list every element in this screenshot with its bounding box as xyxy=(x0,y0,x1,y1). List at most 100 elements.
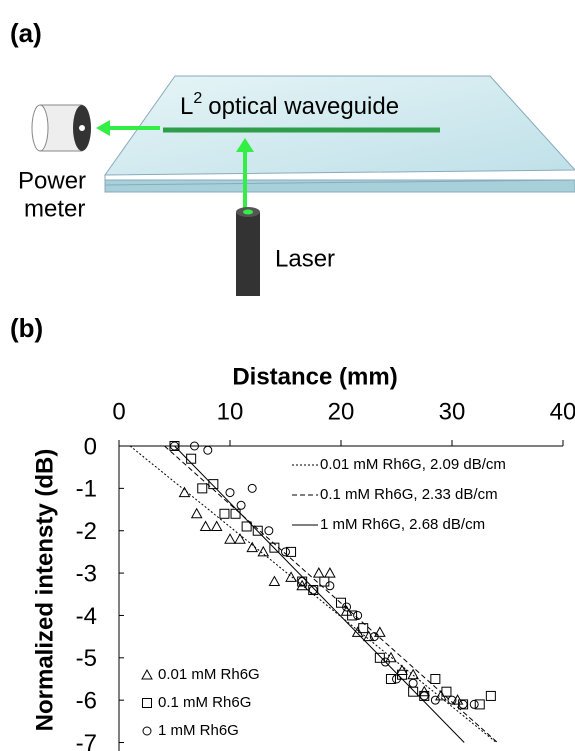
square-point xyxy=(241,521,252,532)
triangle-point xyxy=(362,630,375,642)
fit-line xyxy=(174,445,465,743)
y-tick-label: -6 xyxy=(76,688,97,715)
fit-line xyxy=(164,445,498,743)
circle-point xyxy=(419,691,429,701)
detector-label: meter xyxy=(24,195,85,222)
fit-line xyxy=(129,445,497,743)
laser xyxy=(236,212,260,296)
circle-point xyxy=(325,581,335,591)
circle-point xyxy=(392,674,401,684)
square-point xyxy=(219,508,230,519)
legend-label: 1 mM Rh6G xyxy=(158,722,239,739)
square-point xyxy=(286,546,297,557)
legend-label: 0.01 mM Rh6G xyxy=(158,666,260,683)
triangle-point xyxy=(210,520,223,531)
triangle-point xyxy=(268,575,281,587)
triangle-point xyxy=(199,520,212,531)
x-tick-label: 30 xyxy=(439,398,466,425)
square-point xyxy=(197,483,208,494)
triangle-point xyxy=(190,507,203,519)
slab-side xyxy=(104,179,575,193)
square-point xyxy=(441,686,452,697)
circle-point xyxy=(247,483,257,493)
y-tick-label: 0 xyxy=(84,433,97,460)
x-tick-label: 40 xyxy=(550,398,575,425)
triangle-point xyxy=(385,651,397,663)
power-meter-back xyxy=(31,104,49,152)
x-axis-title: Distance (mm) xyxy=(232,363,397,390)
circle-point xyxy=(236,500,246,510)
circle-point xyxy=(447,695,457,705)
square-point xyxy=(385,673,396,684)
square-point xyxy=(319,576,330,587)
triangle-point xyxy=(224,533,236,544)
circle-point xyxy=(308,585,318,595)
panel-label: (a) xyxy=(10,18,42,48)
legend-label: 0.01 mM Rh6G, 2.09 dB/cm xyxy=(320,456,506,473)
circle-point xyxy=(225,488,235,498)
triangle-point xyxy=(312,567,325,578)
square-point xyxy=(208,479,219,490)
circle-point xyxy=(408,678,418,688)
legend-marker xyxy=(142,726,152,736)
legend-marker xyxy=(141,668,153,680)
circle-point xyxy=(264,526,274,536)
label-sup: 2 xyxy=(193,90,202,107)
laser-aperture xyxy=(243,209,253,215)
square-point xyxy=(252,525,263,536)
y-tick-label: -3 xyxy=(76,560,97,587)
arrow-head xyxy=(96,120,110,136)
triangle-point xyxy=(374,626,386,637)
legend-marker xyxy=(142,698,152,708)
circle-point xyxy=(203,445,213,455)
circle-point xyxy=(170,441,179,451)
plot-area xyxy=(129,441,498,743)
square-point xyxy=(485,690,496,701)
triangle-point xyxy=(178,486,191,498)
y-tick-label: -4 xyxy=(76,603,97,630)
triangle-point xyxy=(285,571,297,582)
square-point xyxy=(230,508,241,519)
slab-edge xyxy=(104,175,575,186)
square-point xyxy=(347,610,358,621)
aperture xyxy=(79,125,85,131)
square-point xyxy=(186,453,197,464)
label-base: L xyxy=(180,93,193,120)
circle-point xyxy=(380,657,390,667)
label-rest: optical waveguide xyxy=(208,93,399,120)
square-point xyxy=(358,623,369,634)
detector-label: Power xyxy=(18,167,86,194)
circle-point xyxy=(281,547,290,557)
y-tick-label: -7 xyxy=(76,730,97,751)
triangle-point xyxy=(234,533,246,544)
square-point xyxy=(408,686,419,697)
circle-point xyxy=(189,441,199,451)
circle-point xyxy=(430,695,440,705)
legend-label: 1 mM Rh6G, 2.68 dB/cm xyxy=(320,516,485,533)
slab-top xyxy=(104,75,575,176)
legend-label: 0.1 mM Rh6G xyxy=(158,694,251,711)
y-tick-label: -1 xyxy=(76,476,97,503)
circle-point xyxy=(458,699,468,709)
x-tick-label: 0 xyxy=(112,398,125,425)
source-label: Laser xyxy=(275,245,335,272)
waveguide-label: L2 optical waveguide xyxy=(180,90,399,120)
square-point xyxy=(374,652,385,663)
x-tick-label: 10 xyxy=(217,398,244,425)
square-point xyxy=(474,699,485,710)
triangle-point xyxy=(257,545,270,557)
y-axis-title: Normalized intensty (dB) xyxy=(31,449,58,732)
diagram: (a) L2 optical waveguide Power meter Lase… xyxy=(10,18,575,296)
triangle-point xyxy=(324,567,336,578)
y-tick-label: -2 xyxy=(76,518,97,545)
legend-label: 0.1 mM Rh6G, 2.33 dB/cm xyxy=(320,486,498,503)
circle-point xyxy=(469,699,479,709)
circle-point xyxy=(353,610,363,620)
arrow-head xyxy=(236,138,254,152)
panel-label: (b) xyxy=(10,313,43,343)
circle-point xyxy=(342,602,352,612)
x-tick-label: 20 xyxy=(328,398,355,425)
triangle-point xyxy=(351,626,364,637)
square-point xyxy=(430,673,441,684)
